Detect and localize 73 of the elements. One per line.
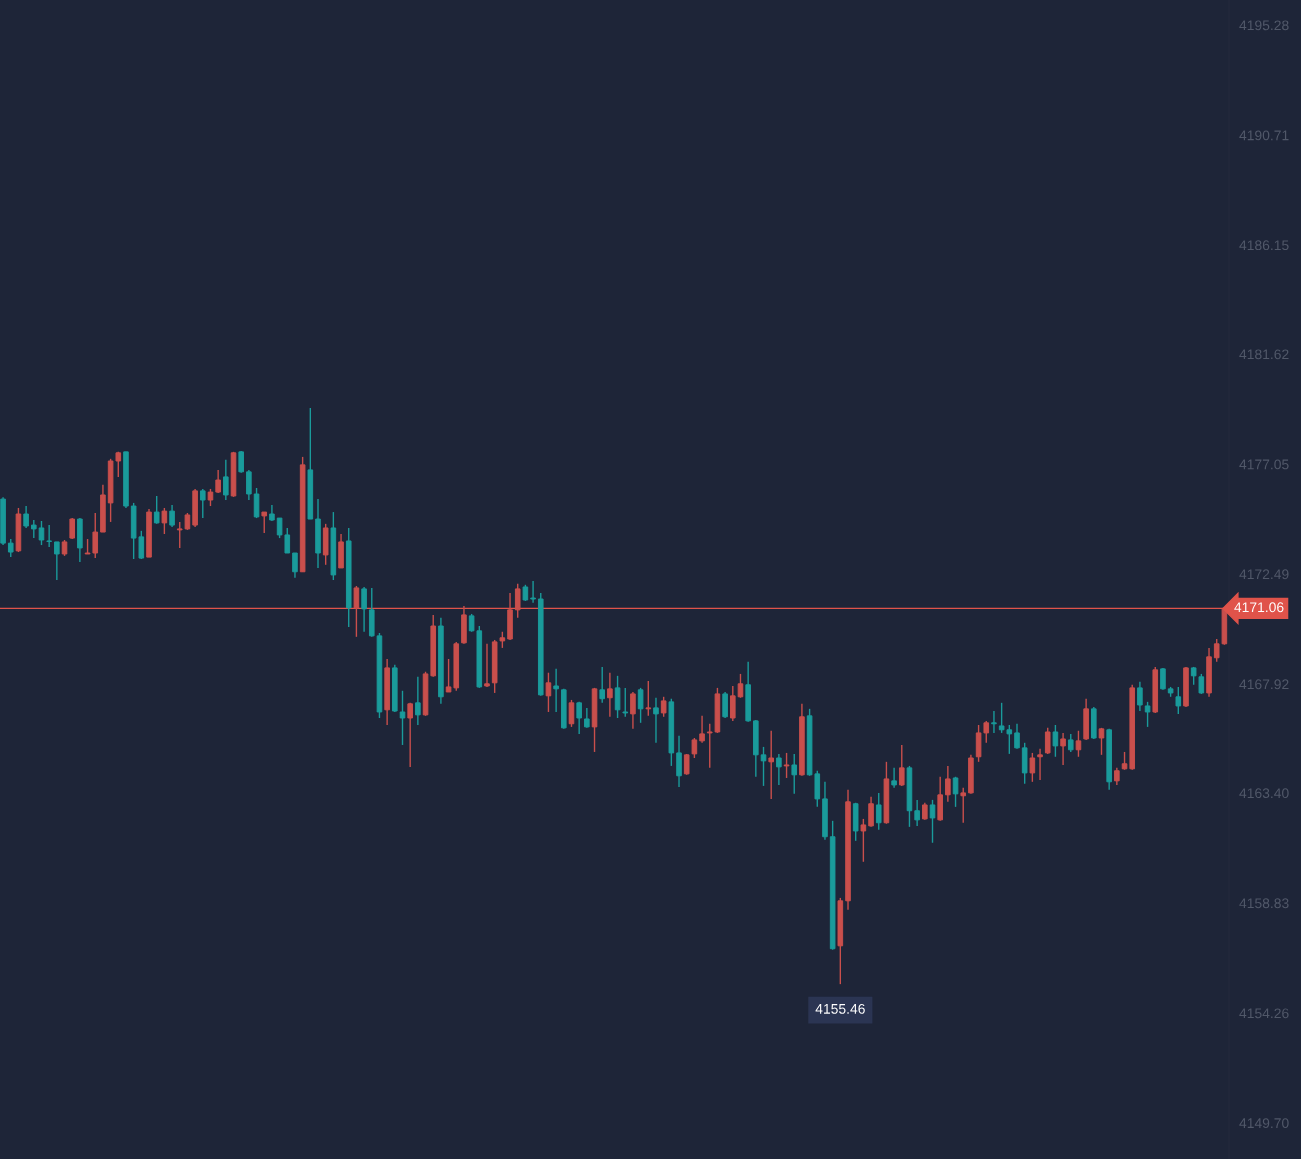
candlestick [353, 585, 360, 638]
candlestick [929, 799, 936, 844]
candlestick [875, 792, 882, 831]
candlestick [1037, 748, 1043, 781]
candlestick [584, 707, 590, 729]
candlestick [576, 701, 582, 735]
candlestick [952, 776, 959, 808]
candlestick [622, 687, 629, 718]
candlestick [54, 541, 60, 581]
candlestick [645, 680, 652, 717]
candlestick [660, 696, 667, 718]
candlestick [607, 672, 613, 718]
annotation: 4155.46 [815, 1003, 865, 1014]
candlestick [960, 787, 967, 824]
candlestick [860, 818, 867, 863]
candlestick [199, 488, 206, 519]
candlestick [722, 691, 728, 719]
candlestick [1052, 724, 1059, 758]
candlestick [361, 586, 367, 633]
candlestick [630, 691, 636, 730]
candlestick [514, 583, 521, 619]
candlestick [1060, 732, 1066, 766]
candlestick [783, 752, 790, 779]
candlestick [31, 519, 37, 539]
candlestick [7, 538, 14, 558]
candlestick [730, 685, 736, 722]
candlestick [914, 799, 920, 827]
candlestick [484, 643, 490, 688]
candlestick [898, 744, 905, 787]
candlestick [415, 676, 421, 726]
candlestick [223, 459, 229, 501]
candlestick [676, 735, 682, 788]
candlestick [1098, 727, 1105, 756]
candlestick [737, 673, 744, 699]
candlestick [891, 767, 897, 789]
candlestick [1075, 730, 1082, 758]
candlestick [768, 730, 774, 800]
candlestick [399, 690, 406, 746]
candlestick [991, 710, 997, 734]
candlestick [1175, 686, 1182, 715]
candlestick [153, 495, 160, 525]
candlestick [169, 504, 175, 528]
candlestick [530, 580, 536, 604]
candlestick [1198, 673, 1205, 695]
candlestick [1044, 727, 1051, 755]
candlestick [246, 469, 252, 501]
candlestick [568, 699, 575, 728]
candlestick [553, 668, 559, 713]
ref-line-label: 4171.06 [1234, 602, 1284, 613]
candlestick [776, 753, 782, 786]
candlestick [38, 520, 45, 546]
candlestick [614, 675, 621, 719]
candlestick [292, 552, 298, 579]
candlestick [23, 505, 29, 529]
candlestick [161, 507, 168, 535]
candlestick [868, 796, 874, 828]
candlestick [1144, 701, 1151, 728]
candlestick [261, 511, 268, 534]
candlestick [1067, 733, 1074, 753]
candlestick [545, 672, 552, 713]
candlestick [1029, 752, 1036, 783]
candlestick [46, 524, 52, 548]
candlestick [253, 487, 260, 519]
candlestick [760, 746, 767, 787]
candlestick [653, 697, 659, 744]
candlestick [599, 666, 605, 704]
candlestick [791, 753, 798, 795]
candlestick [1137, 681, 1143, 712]
candlestick [637, 687, 644, 724]
candlestick [945, 765, 951, 803]
candlestick [407, 702, 413, 768]
candlestick [699, 715, 705, 744]
candlestick [1014, 723, 1020, 750]
